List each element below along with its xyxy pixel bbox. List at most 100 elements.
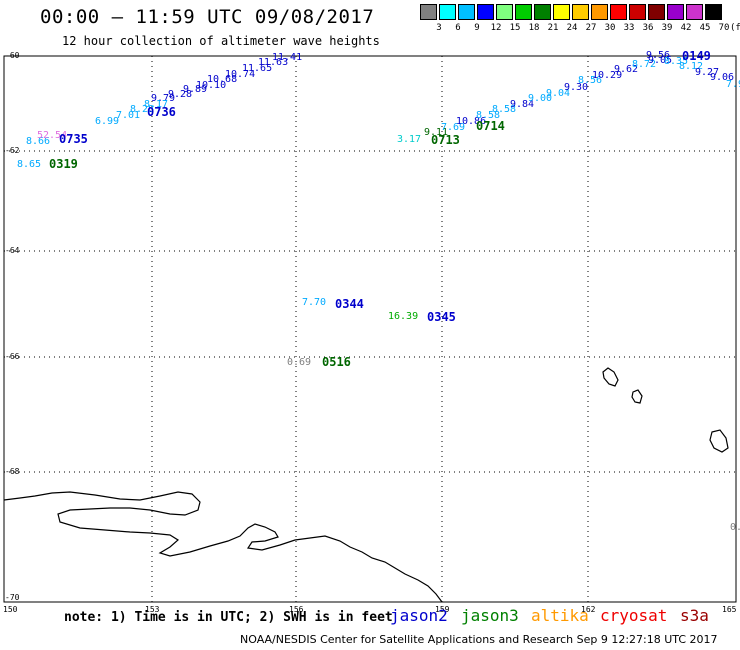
page-subtitle: 12 hour collection of altimeter wave hei…: [62, 34, 380, 48]
wave-height-label: 9.00: [528, 93, 553, 104]
wave-height-label: 0.69: [287, 357, 312, 368]
legend-swatch: [629, 4, 646, 20]
pass-time-label: 0344: [335, 297, 364, 311]
legend-swatch: [705, 4, 722, 20]
wave-height-label: 10.29: [592, 70, 623, 81]
legend-label: 36: [642, 23, 654, 33]
legend-swatch: [515, 4, 532, 20]
pass-time-label: 0735: [59, 132, 88, 146]
lon-label: 156: [289, 605, 304, 614]
footer-note: note: 1) Time is in UTC; 2) SWH is in fe…: [64, 610, 393, 625]
legend-label: 24: [566, 23, 578, 33]
wave-height-label: 3.17: [397, 134, 422, 145]
legend-unit: (ft): [730, 23, 740, 33]
legend-label: 33: [623, 23, 635, 33]
wave-height-label: 11.65: [242, 63, 273, 74]
wave-height-label: 9.06: [710, 72, 735, 83]
satellite-jason2: jason2: [390, 606, 448, 625]
wave-height-label: 11.63: [258, 57, 289, 68]
wave-height-label: 7.70: [302, 297, 327, 308]
lon-label: 150: [3, 605, 18, 614]
pass-time-label: 0149: [682, 49, 711, 63]
wave-height-label: 0.: [730, 522, 740, 533]
legend-swatch: [496, 4, 513, 20]
legend-label: 42: [680, 23, 692, 33]
wave-height-label: 9.56: [646, 50, 671, 61]
pass-time-label: 0713: [431, 133, 460, 147]
pass-time-label: 0345: [427, 310, 456, 324]
graticule: [4, 56, 736, 602]
wave-height-label: 9.30: [564, 82, 589, 93]
island-3: [709, 429, 729, 453]
wave-height-label: 7.01: [116, 110, 141, 121]
lat-label: -60: [5, 51, 20, 60]
wave-height-label: 10.86: [456, 116, 487, 127]
wave-height-label: 52.54: [37, 130, 68, 141]
legend-label: 45: [699, 23, 711, 33]
island-2: [631, 389, 643, 404]
lat-label: -68: [5, 467, 20, 476]
legend-label: 70: [718, 23, 730, 33]
lat-label: -70: [5, 593, 20, 602]
wave-height-label: 10.68: [207, 74, 238, 85]
legend-swatch: [686, 4, 703, 20]
legend-swatch: [458, 4, 475, 20]
wave-height-label: 9.62: [614, 64, 639, 75]
lat-label: -64: [5, 246, 20, 255]
lon-label: 165: [722, 605, 737, 614]
pass-time-label: 0516: [322, 355, 351, 369]
legend-label: 18: [528, 23, 540, 33]
wave-height-label: 8.66: [26, 136, 51, 147]
legend-label: 12: [490, 23, 502, 33]
legend-label: 21: [547, 23, 559, 33]
satellite-jason3: jason3: [461, 606, 519, 625]
lon-label: 153: [145, 605, 160, 614]
antarctic-coastline: [3, 491, 443, 603]
wave-height-label: 8.12: [679, 61, 704, 72]
wave-height-label: 7.69: [441, 122, 466, 133]
page-title: 00:00 – 11:59 UTC 09/08/2017: [40, 6, 375, 28]
wave-height-label: 16.39: [388, 311, 419, 322]
wave-height-label: 10.74: [225, 69, 256, 80]
wave-height-label: 8.35: [664, 56, 689, 67]
wave-height-label: 8.65: [17, 159, 42, 170]
legend-label: 27: [585, 23, 597, 33]
lat-label: -66: [5, 352, 20, 361]
legend-swatch: [477, 4, 494, 20]
wave-height-label: 8.72: [632, 59, 657, 70]
satellite-cryosat: cryosat: [600, 606, 668, 625]
wave-height-label: 9.89: [183, 84, 208, 95]
legend-label: 15: [509, 23, 521, 33]
island-1: [602, 367, 619, 387]
lon-label: 159: [435, 605, 450, 614]
wave-height-label: 8.28: [130, 104, 155, 115]
legend-swatch: [572, 4, 589, 20]
wave-height-label: 9.04: [546, 88, 571, 99]
wave-height-label: 6.99: [95, 116, 120, 127]
legend-swatch: [553, 4, 570, 20]
satellite-altika: altika: [531, 606, 589, 625]
wave-height-label: 8.17: [144, 99, 169, 110]
wave-height-label: 9.27: [695, 67, 720, 78]
legend-swatch: [648, 4, 665, 20]
credit-line: NOAA/NESDIS Center for Satellite Applica…: [240, 633, 718, 646]
wave-height-label: 8.56: [578, 75, 603, 86]
legend-swatch: [610, 4, 627, 20]
map-frame: [3, 55, 737, 603]
wave-height-label: 10.10: [196, 80, 227, 91]
legend-label: 9: [474, 23, 480, 33]
wave-height-label: 7.9: [726, 79, 740, 90]
pass-time-label: 0714: [476, 119, 505, 133]
wave-height-label: 9.11: [424, 127, 449, 138]
satellite-s3a: s3a: [680, 606, 709, 625]
lat-label: -62: [5, 146, 20, 155]
wave-height-label: 9.79: [151, 93, 176, 104]
wave-height-label: 8.58: [492, 104, 517, 115]
pass-time-label: 0319: [49, 157, 78, 171]
legend-swatch: [534, 4, 551, 20]
legend-label: 30: [604, 23, 616, 33]
legend-label: 39: [661, 23, 673, 33]
wave-height-label: 9.05: [648, 55, 673, 66]
wave-height-label: 11.41: [272, 52, 303, 63]
